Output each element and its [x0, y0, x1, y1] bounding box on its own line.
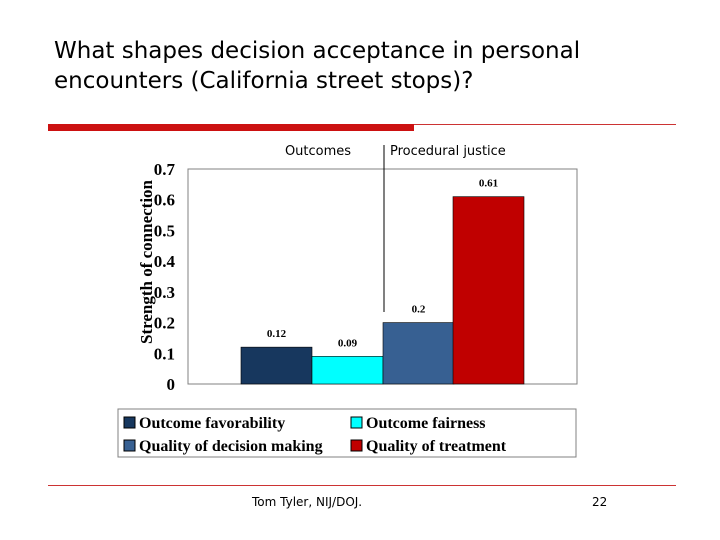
- y-tick-label: 0.1: [154, 344, 175, 363]
- legend-label-outcome-favorability: Outcome favorability: [139, 415, 285, 432]
- bar-quality-of-decision-making: [382, 322, 455, 385]
- group-label-procedural-justice: Procedural justice: [390, 144, 506, 159]
- legend-label-quality-decision: Quality of decision making: [139, 438, 323, 455]
- data-label: 0.2: [412, 304, 426, 316]
- legend-box: [117, 408, 577, 458]
- bar-quality-of-treatment: [452, 196, 525, 385]
- footer-divider-line: [48, 485, 676, 486]
- legend-swatch-quality-decision: [123, 439, 136, 452]
- data-label: 0.12: [267, 328, 287, 340]
- page-number: 22: [592, 495, 608, 509]
- bars: 0.12 0.09 0.2 0.61: [240, 178, 525, 385]
- legend-swatch-quality-treatment: [350, 439, 363, 452]
- legend: Outcome favorability Outcome fairness Qu…: [117, 408, 577, 458]
- bar-outcome-fairness: [311, 356, 384, 385]
- y-tick-label: 0.2: [154, 314, 175, 333]
- y-tick-label: 0.5: [154, 221, 175, 240]
- legend-swatch-outcome-fairness: [350, 416, 363, 429]
- y-tick-label: 0.3: [154, 283, 175, 302]
- bar-outcome-favorability: [240, 346, 313, 385]
- footer-author: Tom Tyler, NIJ/DOJ.: [252, 495, 363, 509]
- data-label: 0.09: [338, 337, 358, 349]
- y-axis-label: Strength of connection: [137, 179, 156, 344]
- group-label-outcomes: Outcomes: [285, 144, 351, 159]
- legend-swatch-outcome-favorability: [123, 416, 136, 429]
- y-ticks: 0 0.1 0.2 0.3 0.4 0.5 0.6 0.7: [154, 160, 176, 394]
- legend-label-quality-treatment: Quality of treatment: [366, 438, 507, 455]
- y-tick-label: 0.4: [154, 252, 176, 271]
- slide-title: What shapes decision acceptance in perso…: [54, 38, 581, 94]
- y-tick-label: 0.6: [154, 191, 175, 210]
- title-accent-bar: [48, 124, 414, 131]
- y-tick-label: 0: [167, 375, 176, 394]
- y-tick-label: 0.7: [154, 160, 176, 179]
- data-label: 0.61: [479, 178, 498, 190]
- legend-label-outcome-fairness: Outcome fairness: [366, 415, 486, 432]
